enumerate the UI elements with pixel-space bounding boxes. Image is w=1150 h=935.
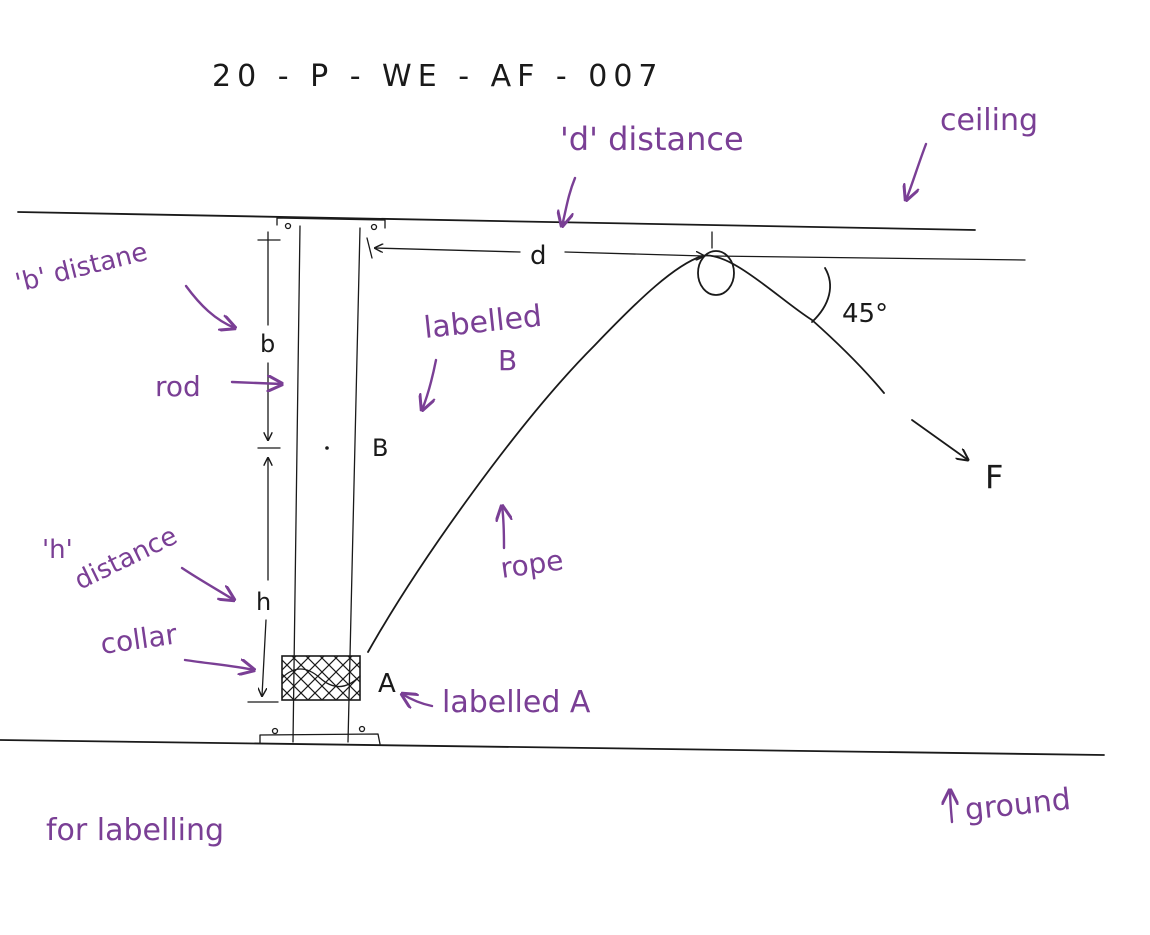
- point-b-dot: [325, 446, 329, 450]
- ceiling-arrow: [906, 142, 928, 200]
- b-distance-arrow: [184, 284, 235, 328]
- d-distance-label: 'd' distance: [560, 120, 744, 158]
- rod-arrow: [230, 382, 282, 384]
- labelled-b-line1: labelled: [422, 299, 543, 346]
- rope: [367, 254, 885, 653]
- h-distance-arrow: [180, 566, 234, 600]
- angle-arc: [811, 267, 831, 323]
- top-bracket: [276, 217, 386, 229]
- angle-label: 45°: [842, 299, 888, 329]
- rope-arrow: [502, 506, 504, 550]
- pulley: [697, 231, 735, 296]
- ground-line: [0, 739, 1105, 756]
- bottom-bracket: [259, 733, 381, 745]
- dim-b: b: [260, 330, 275, 358]
- b-distance-label: 'b' distane: [12, 237, 150, 299]
- dim-d: d: [530, 241, 547, 271]
- h-distance-line1: 'h': [42, 535, 73, 565]
- labelled-a-arrow: [402, 694, 434, 706]
- rod-label: rod: [155, 370, 201, 403]
- ground-label: ground: [963, 782, 1072, 828]
- d-distance-arrow: [562, 176, 577, 226]
- collar-label: collar: [98, 618, 179, 661]
- point-a-label: A: [378, 669, 396, 699]
- labelled-b-line2: B: [498, 344, 517, 377]
- dim-h: h: [256, 588, 271, 616]
- collar: [281, 655, 361, 701]
- point-b-label: B: [372, 434, 388, 462]
- collar-arrow: [183, 660, 254, 670]
- dim-line-d: [366, 237, 704, 258]
- force-arrow: [911, 419, 968, 460]
- h-distance-line2: distance: [70, 521, 182, 596]
- ground-arrow: [950, 790, 952, 824]
- labelled-b-arrow: [422, 358, 438, 410]
- labelled-a-label: labelled A: [442, 685, 591, 720]
- force-label: F: [985, 458, 1003, 496]
- ceiling-line: [17, 211, 976, 231]
- drawing-code: 20 - P - WE - AF - 007: [212, 59, 664, 94]
- horizontal-reference-line: [711, 255, 1026, 261]
- rope-label: rope: [498, 543, 565, 584]
- dim-line-b-h: [247, 231, 281, 703]
- ceiling-label: ceiling: [940, 103, 1038, 138]
- for-labelling-label: for labelling: [46, 813, 224, 848]
